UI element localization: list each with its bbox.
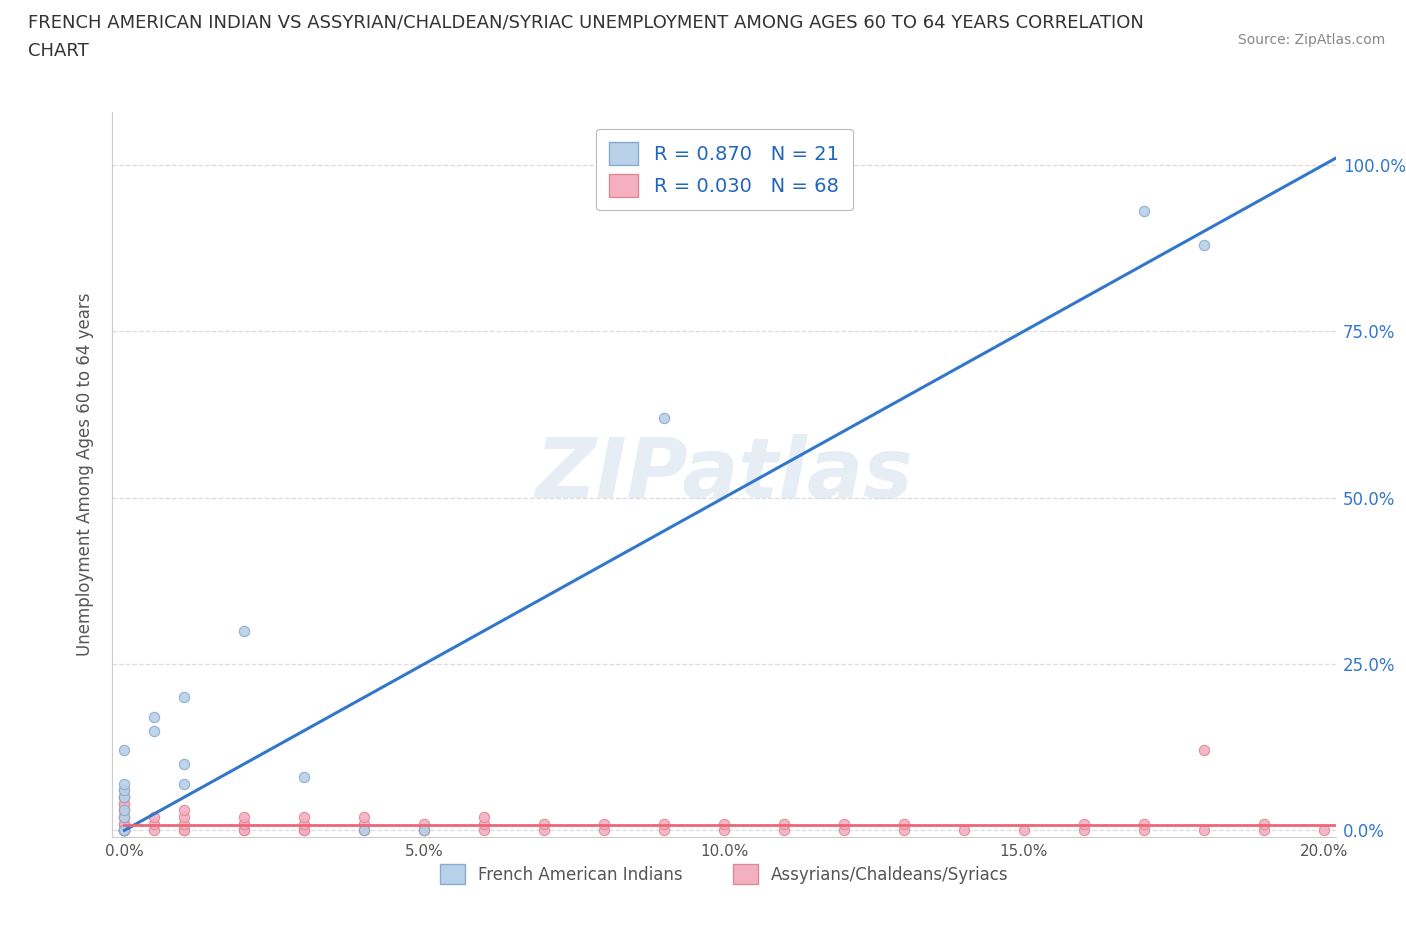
Point: [114, 823, 136, 838]
Point: [1133, 823, 1156, 838]
Point: [292, 823, 315, 838]
Point: [233, 810, 256, 825]
Point: [413, 823, 436, 838]
Point: [652, 410, 675, 425]
Point: [652, 817, 675, 831]
Point: [114, 810, 136, 825]
Point: [413, 823, 436, 838]
Point: [114, 803, 136, 817]
Point: [713, 823, 735, 838]
Point: [713, 817, 735, 831]
Point: [173, 690, 195, 705]
Point: [292, 810, 315, 825]
Text: ZIPatlas: ZIPatlas: [536, 433, 912, 515]
Point: [773, 817, 796, 831]
Point: [893, 823, 915, 838]
Point: [353, 817, 375, 831]
Point: [1012, 823, 1035, 838]
Point: [114, 823, 136, 838]
Point: [353, 810, 375, 825]
Point: [353, 823, 375, 838]
Point: [593, 817, 616, 831]
Point: [593, 823, 616, 838]
Point: [114, 823, 136, 838]
Point: [114, 790, 136, 804]
Text: CHART: CHART: [28, 42, 89, 60]
Point: [233, 817, 256, 831]
Point: [832, 823, 855, 838]
Point: [1192, 743, 1215, 758]
Point: [233, 823, 256, 838]
Point: [114, 743, 136, 758]
Point: [173, 823, 195, 838]
Point: [1253, 823, 1275, 838]
Point: [233, 817, 256, 831]
Point: [233, 623, 256, 638]
Point: [114, 823, 136, 838]
Point: [143, 710, 166, 724]
Point: [143, 817, 166, 831]
Point: [114, 803, 136, 817]
Point: [173, 803, 195, 817]
Point: [114, 790, 136, 804]
Point: [1133, 204, 1156, 219]
Point: [533, 817, 555, 831]
Point: [413, 823, 436, 838]
Point: [233, 823, 256, 838]
Point: [114, 790, 136, 804]
Point: [353, 823, 375, 838]
Point: [114, 783, 136, 798]
Legend: French American Indians, Assyrians/Chaldeans/Syriacs: French American Indians, Assyrians/Chald…: [433, 857, 1015, 890]
Point: [114, 783, 136, 798]
Point: [114, 823, 136, 838]
Point: [1073, 823, 1095, 838]
Point: [114, 803, 136, 817]
Point: [292, 817, 315, 831]
Point: [173, 756, 195, 771]
Point: [472, 823, 495, 838]
Point: [114, 777, 136, 791]
Point: [893, 817, 915, 831]
Point: [173, 823, 195, 838]
Point: [114, 823, 136, 838]
Point: [114, 796, 136, 811]
Point: [773, 823, 796, 838]
Point: [114, 823, 136, 838]
Point: [1133, 817, 1156, 831]
Point: [143, 724, 166, 738]
Point: [533, 823, 555, 838]
Point: [114, 817, 136, 831]
Point: [114, 810, 136, 825]
Point: [173, 777, 195, 791]
Text: Source: ZipAtlas.com: Source: ZipAtlas.com: [1237, 33, 1385, 46]
Point: [114, 817, 136, 831]
Point: [472, 817, 495, 831]
Point: [1073, 817, 1095, 831]
Point: [953, 823, 976, 838]
Point: [143, 823, 166, 838]
Point: [292, 823, 315, 838]
Point: [143, 810, 166, 825]
Point: [413, 817, 436, 831]
Point: [114, 823, 136, 838]
Point: [114, 823, 136, 838]
Point: [173, 810, 195, 825]
Y-axis label: Unemployment Among Ages 60 to 64 years: Unemployment Among Ages 60 to 64 years: [76, 293, 94, 656]
Point: [114, 810, 136, 825]
Point: [1192, 237, 1215, 252]
Point: [652, 823, 675, 838]
Point: [292, 770, 315, 785]
Point: [1192, 823, 1215, 838]
Point: [472, 810, 495, 825]
Point: [832, 817, 855, 831]
Point: [173, 817, 195, 831]
Point: [1253, 817, 1275, 831]
Point: [1312, 823, 1334, 838]
Point: [114, 796, 136, 811]
Text: FRENCH AMERICAN INDIAN VS ASSYRIAN/CHALDEAN/SYRIAC UNEMPLOYMENT AMONG AGES 60 TO: FRENCH AMERICAN INDIAN VS ASSYRIAN/CHALD…: [28, 14, 1144, 32]
